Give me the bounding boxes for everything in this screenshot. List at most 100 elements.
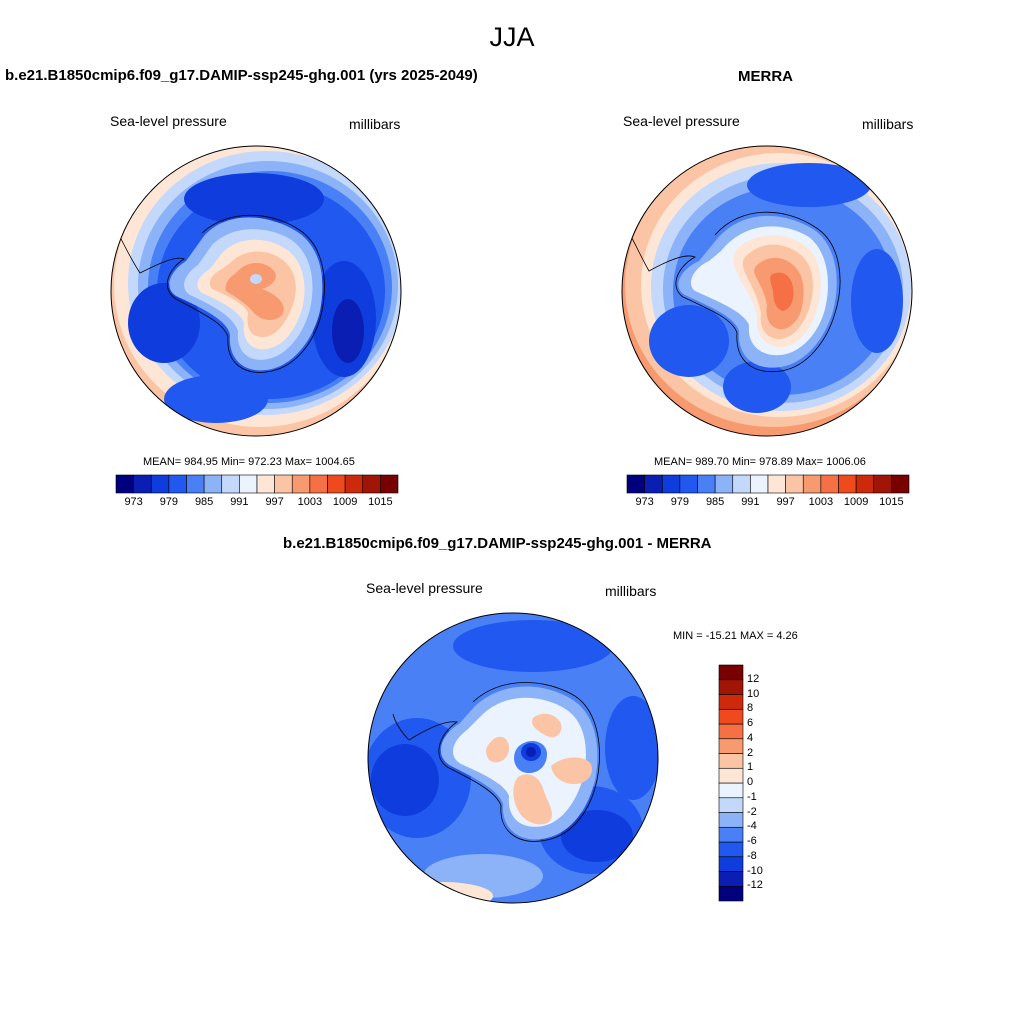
continent-fill xyxy=(250,274,262,284)
colorbar-tick-label: 1009 xyxy=(843,496,869,508)
colorbar-swatch xyxy=(718,738,744,754)
colorbar-swatch xyxy=(718,753,744,769)
diff-sea-level-pressure-map xyxy=(367,612,659,904)
obs-units-label: millibars xyxy=(862,116,914,132)
colorbar-swatch xyxy=(718,826,744,843)
coastline xyxy=(392,682,600,842)
colorbar-tick-label: 12 xyxy=(747,672,760,685)
colorbar-tick-label: 1003 xyxy=(808,496,834,508)
colorbar-tick-label: 1003 xyxy=(297,496,323,508)
colorbar-tick-label: 0 xyxy=(747,776,754,788)
colorbar-swatch xyxy=(820,474,839,494)
colorbar-swatch xyxy=(718,841,744,858)
colorbar-swatch xyxy=(767,474,786,494)
diff-field-label: Sea-level pressure xyxy=(366,580,483,596)
colorbar-swatch xyxy=(785,474,804,494)
map-fill-layer xyxy=(184,173,324,225)
colorbar-swatch xyxy=(718,767,744,784)
obs-colorbar xyxy=(626,474,910,494)
colorbar-tick-label: 4 xyxy=(747,731,754,744)
colorbar-tick-label: 6 xyxy=(747,717,754,729)
diff-units-label: millibars xyxy=(605,583,657,599)
colorbar-swatch xyxy=(718,856,744,872)
model-sea-level-pressure-map xyxy=(110,145,402,437)
map-boundary xyxy=(367,612,659,904)
colorbar-swatch xyxy=(133,474,152,494)
map-fill-layer xyxy=(561,810,633,862)
model-colorbar xyxy=(115,474,399,494)
colorbar-swatch xyxy=(239,474,258,494)
map-fill-layer xyxy=(128,283,200,363)
model-stats: MEAN= 984.95 Min= 972.23 Max= 1004.65 xyxy=(143,456,355,468)
map-fill-layer xyxy=(723,361,791,413)
model-field-label: Sea-level pressure xyxy=(110,113,227,129)
colorbar-tick-label: 2 xyxy=(747,746,754,759)
map-fill-layer xyxy=(605,696,658,800)
colorbar-tick-label: -8 xyxy=(747,849,757,862)
map-fill-layer xyxy=(649,305,729,377)
colorbar-tick-label: 985 xyxy=(705,496,725,508)
colorbar-swatch xyxy=(718,723,744,740)
colorbar-swatch xyxy=(697,474,716,494)
diff-panel-title: b.e21.B1850cmip6.f09_g17.DAMIP-ssp245-gh… xyxy=(283,535,712,552)
colorbar-swatch xyxy=(891,474,910,494)
colorbar-tick-label: -10 xyxy=(747,864,763,877)
colorbar-swatch xyxy=(714,474,734,494)
colorbar-swatch xyxy=(718,708,744,725)
continent-fill xyxy=(532,713,562,738)
colorbar-swatch xyxy=(718,664,744,681)
colorbar-swatch xyxy=(718,782,744,799)
colorbar-swatch xyxy=(838,474,857,494)
colorbar-tick-label: 973 xyxy=(635,496,654,508)
colorbar-tick-label: -12 xyxy=(747,879,763,892)
page-title: JJA xyxy=(489,22,535,52)
colorbar-swatch xyxy=(274,474,293,494)
map-fill-layer xyxy=(851,249,903,353)
colorbar-swatch xyxy=(362,474,381,494)
colorbar-swatch xyxy=(732,474,751,494)
model-units-label: millibars xyxy=(349,116,401,132)
map-fill-layer xyxy=(747,163,871,207)
continent-fill xyxy=(513,774,553,825)
colorbar-tick-label: -1 xyxy=(747,790,757,803)
colorbar-swatch xyxy=(718,885,744,902)
colorbar-swatch xyxy=(873,474,892,494)
colorbar-tick-label: -6 xyxy=(747,835,757,847)
diff-colorbar xyxy=(718,664,744,902)
coastline xyxy=(626,211,841,373)
colorbar-swatch xyxy=(168,474,187,494)
colorbar-tick-label: 1009 xyxy=(332,496,358,508)
map-fill-layer xyxy=(164,375,268,423)
map-fill-layer xyxy=(453,620,613,672)
colorbar-swatch xyxy=(221,474,240,494)
colorbar-swatch xyxy=(291,474,311,494)
map-fill-layer xyxy=(332,299,364,363)
colorbar-swatch xyxy=(644,474,663,494)
colorbar-tick-label: 973 xyxy=(124,496,143,508)
colorbar-tick-label: 997 xyxy=(265,496,284,508)
colorbar-tick-label: 1015 xyxy=(879,496,904,508)
colorbar-swatch xyxy=(186,474,205,494)
continent-fill xyxy=(551,757,593,784)
colorbar-swatch xyxy=(327,474,346,494)
colorbar-swatch xyxy=(203,474,223,494)
colorbar-swatch xyxy=(718,797,744,813)
map-fill-layer xyxy=(371,744,439,816)
model-panel-title: b.e21.B1850cmip6.f09_g17.DAMIP-ssp245-gh… xyxy=(5,67,478,84)
colorbar-swatch xyxy=(718,812,744,828)
colorbar-tick-label: 1 xyxy=(747,761,754,774)
colorbar-tick-label: 991 xyxy=(230,496,249,508)
colorbar-tick-label: 985 xyxy=(194,496,214,508)
diff-stats: MIN = -15.21 MAX = 4.26 xyxy=(673,630,798,642)
obs-sea-level-pressure-map xyxy=(621,145,913,437)
continent-fill xyxy=(770,272,794,311)
colorbar-tick-label: -4 xyxy=(747,820,757,833)
colorbar-swatch xyxy=(626,474,645,494)
colorbar-swatch xyxy=(802,474,822,494)
colorbar-swatch xyxy=(718,679,744,695)
colorbar-swatch xyxy=(380,474,399,494)
colorbar-swatch xyxy=(344,474,364,494)
colorbar-tick-label: 979 xyxy=(159,496,179,508)
continent-fill xyxy=(486,736,509,763)
colorbar-swatch xyxy=(718,871,744,887)
